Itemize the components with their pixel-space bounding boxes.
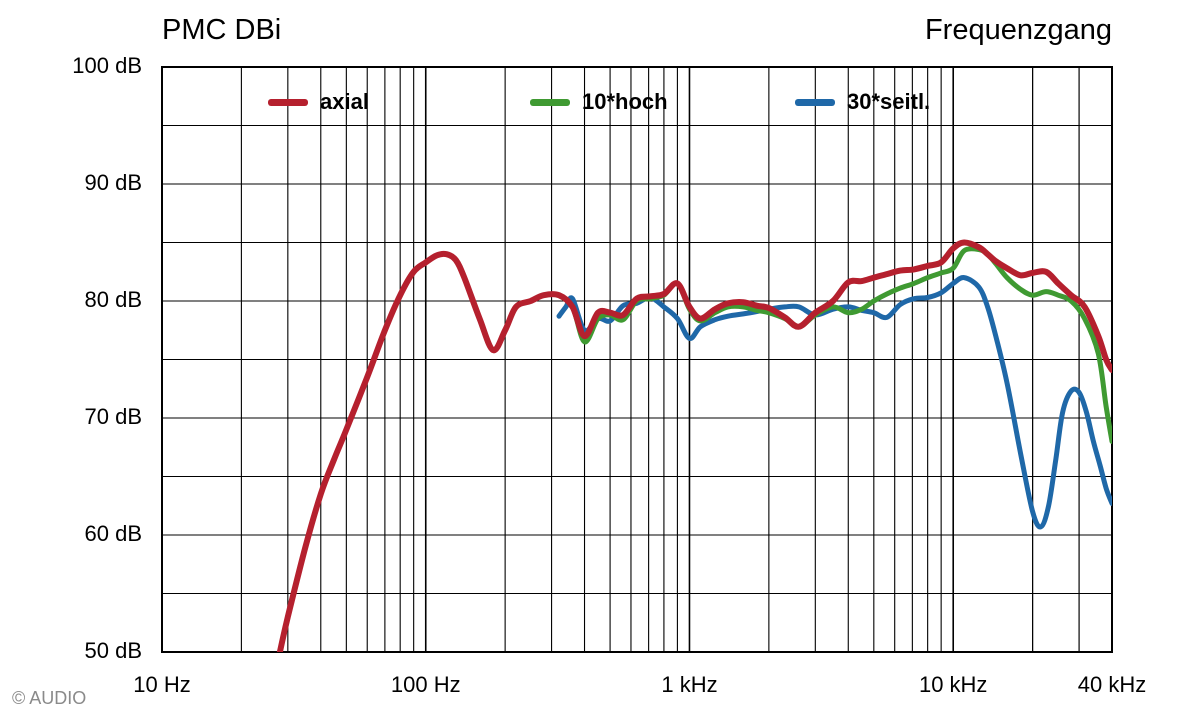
legend-label: 30*seitl. xyxy=(847,89,931,114)
chart-subtitle: Frequenzgang xyxy=(924,14,1112,46)
copyright-watermark: © AUDIO xyxy=(12,688,87,708)
chart-title: PMC DBi xyxy=(162,14,282,46)
y-tick-label: 80 dB xyxy=(84,287,143,312)
series-line-30-seitl- xyxy=(556,275,1112,530)
y-tick-label: 60 dB xyxy=(84,521,143,546)
x-tick-label: 1 kHz xyxy=(661,672,718,697)
legend-label: 10*hoch xyxy=(582,89,668,114)
legend-swatch xyxy=(795,98,835,106)
x-tick-label: 10 Hz xyxy=(133,672,191,697)
legend-item: axial xyxy=(268,89,369,115)
plot-frame xyxy=(161,66,1113,653)
series-line-axial xyxy=(276,239,1112,652)
x-tick-label: 10 kHz xyxy=(918,672,988,697)
y-tick-label: 50 dB xyxy=(84,638,143,663)
y-tick-label: 100 dB xyxy=(72,53,142,78)
legend-item: 10*hoch xyxy=(530,89,668,115)
y-tick-label: 90 dB xyxy=(84,170,143,195)
legend-label: axial xyxy=(320,89,369,114)
legend-item: 30*seitl. xyxy=(795,89,930,115)
legend-swatch xyxy=(530,98,570,106)
series-line-10-hoch xyxy=(556,246,1112,444)
y-tick-label: 70 dB xyxy=(84,404,143,429)
x-tick-label: 100 Hz xyxy=(390,672,461,697)
legend-swatch xyxy=(268,98,308,106)
x-tick-label: 40 kHz xyxy=(1077,672,1147,697)
